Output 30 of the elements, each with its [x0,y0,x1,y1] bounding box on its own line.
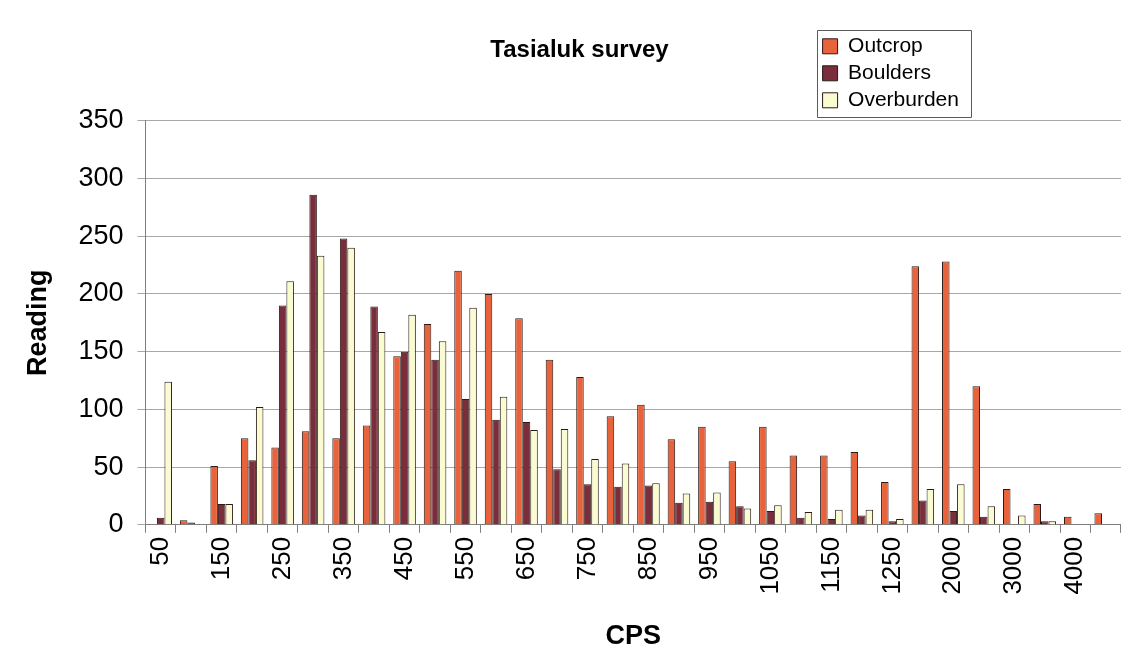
y-tick-label: 0 [108,508,124,539]
x-tick-label: 650 [509,536,540,581]
y-tick-label: 300 [78,161,124,192]
x-tick-label: 4000 [1058,536,1089,595]
x-tick-label: 350 [326,536,357,581]
x-tick-label: 1250 [875,536,906,595]
x-tick-label: 850 [631,536,662,581]
chart-title: Tasialuk survey [490,35,670,63]
x-axis-title: CPS [605,620,661,651]
x-tick-label: 1150 [814,536,845,593]
y-tick-label: 150 [78,335,124,366]
legend-label: Outcrop [848,33,923,57]
y-tick-label: 50 [93,450,124,481]
x-tick-label: 450 [387,536,418,581]
legend-label: Boulders [848,60,931,84]
x-tick-label: 250 [265,536,296,581]
y-tick-label: 200 [78,277,124,308]
legend-label: Overburden [848,87,959,111]
x-tick-label: 750 [570,536,601,581]
x-tick-label: 950 [692,536,723,581]
x-tick-label: 150 [204,536,235,581]
x-tick-label: 2000 [936,536,967,595]
y-axis-title: Reading [21,269,52,377]
y-tick-label: 350 [78,104,124,135]
y-tick-label: 250 [78,219,124,250]
x-tick-label: 1050 [753,536,784,595]
x-tick-label: 50 [143,536,174,566]
x-tick-label: 550 [448,536,479,581]
x-tick-label: 3000 [997,536,1028,595]
y-tick-label: 100 [78,392,124,423]
